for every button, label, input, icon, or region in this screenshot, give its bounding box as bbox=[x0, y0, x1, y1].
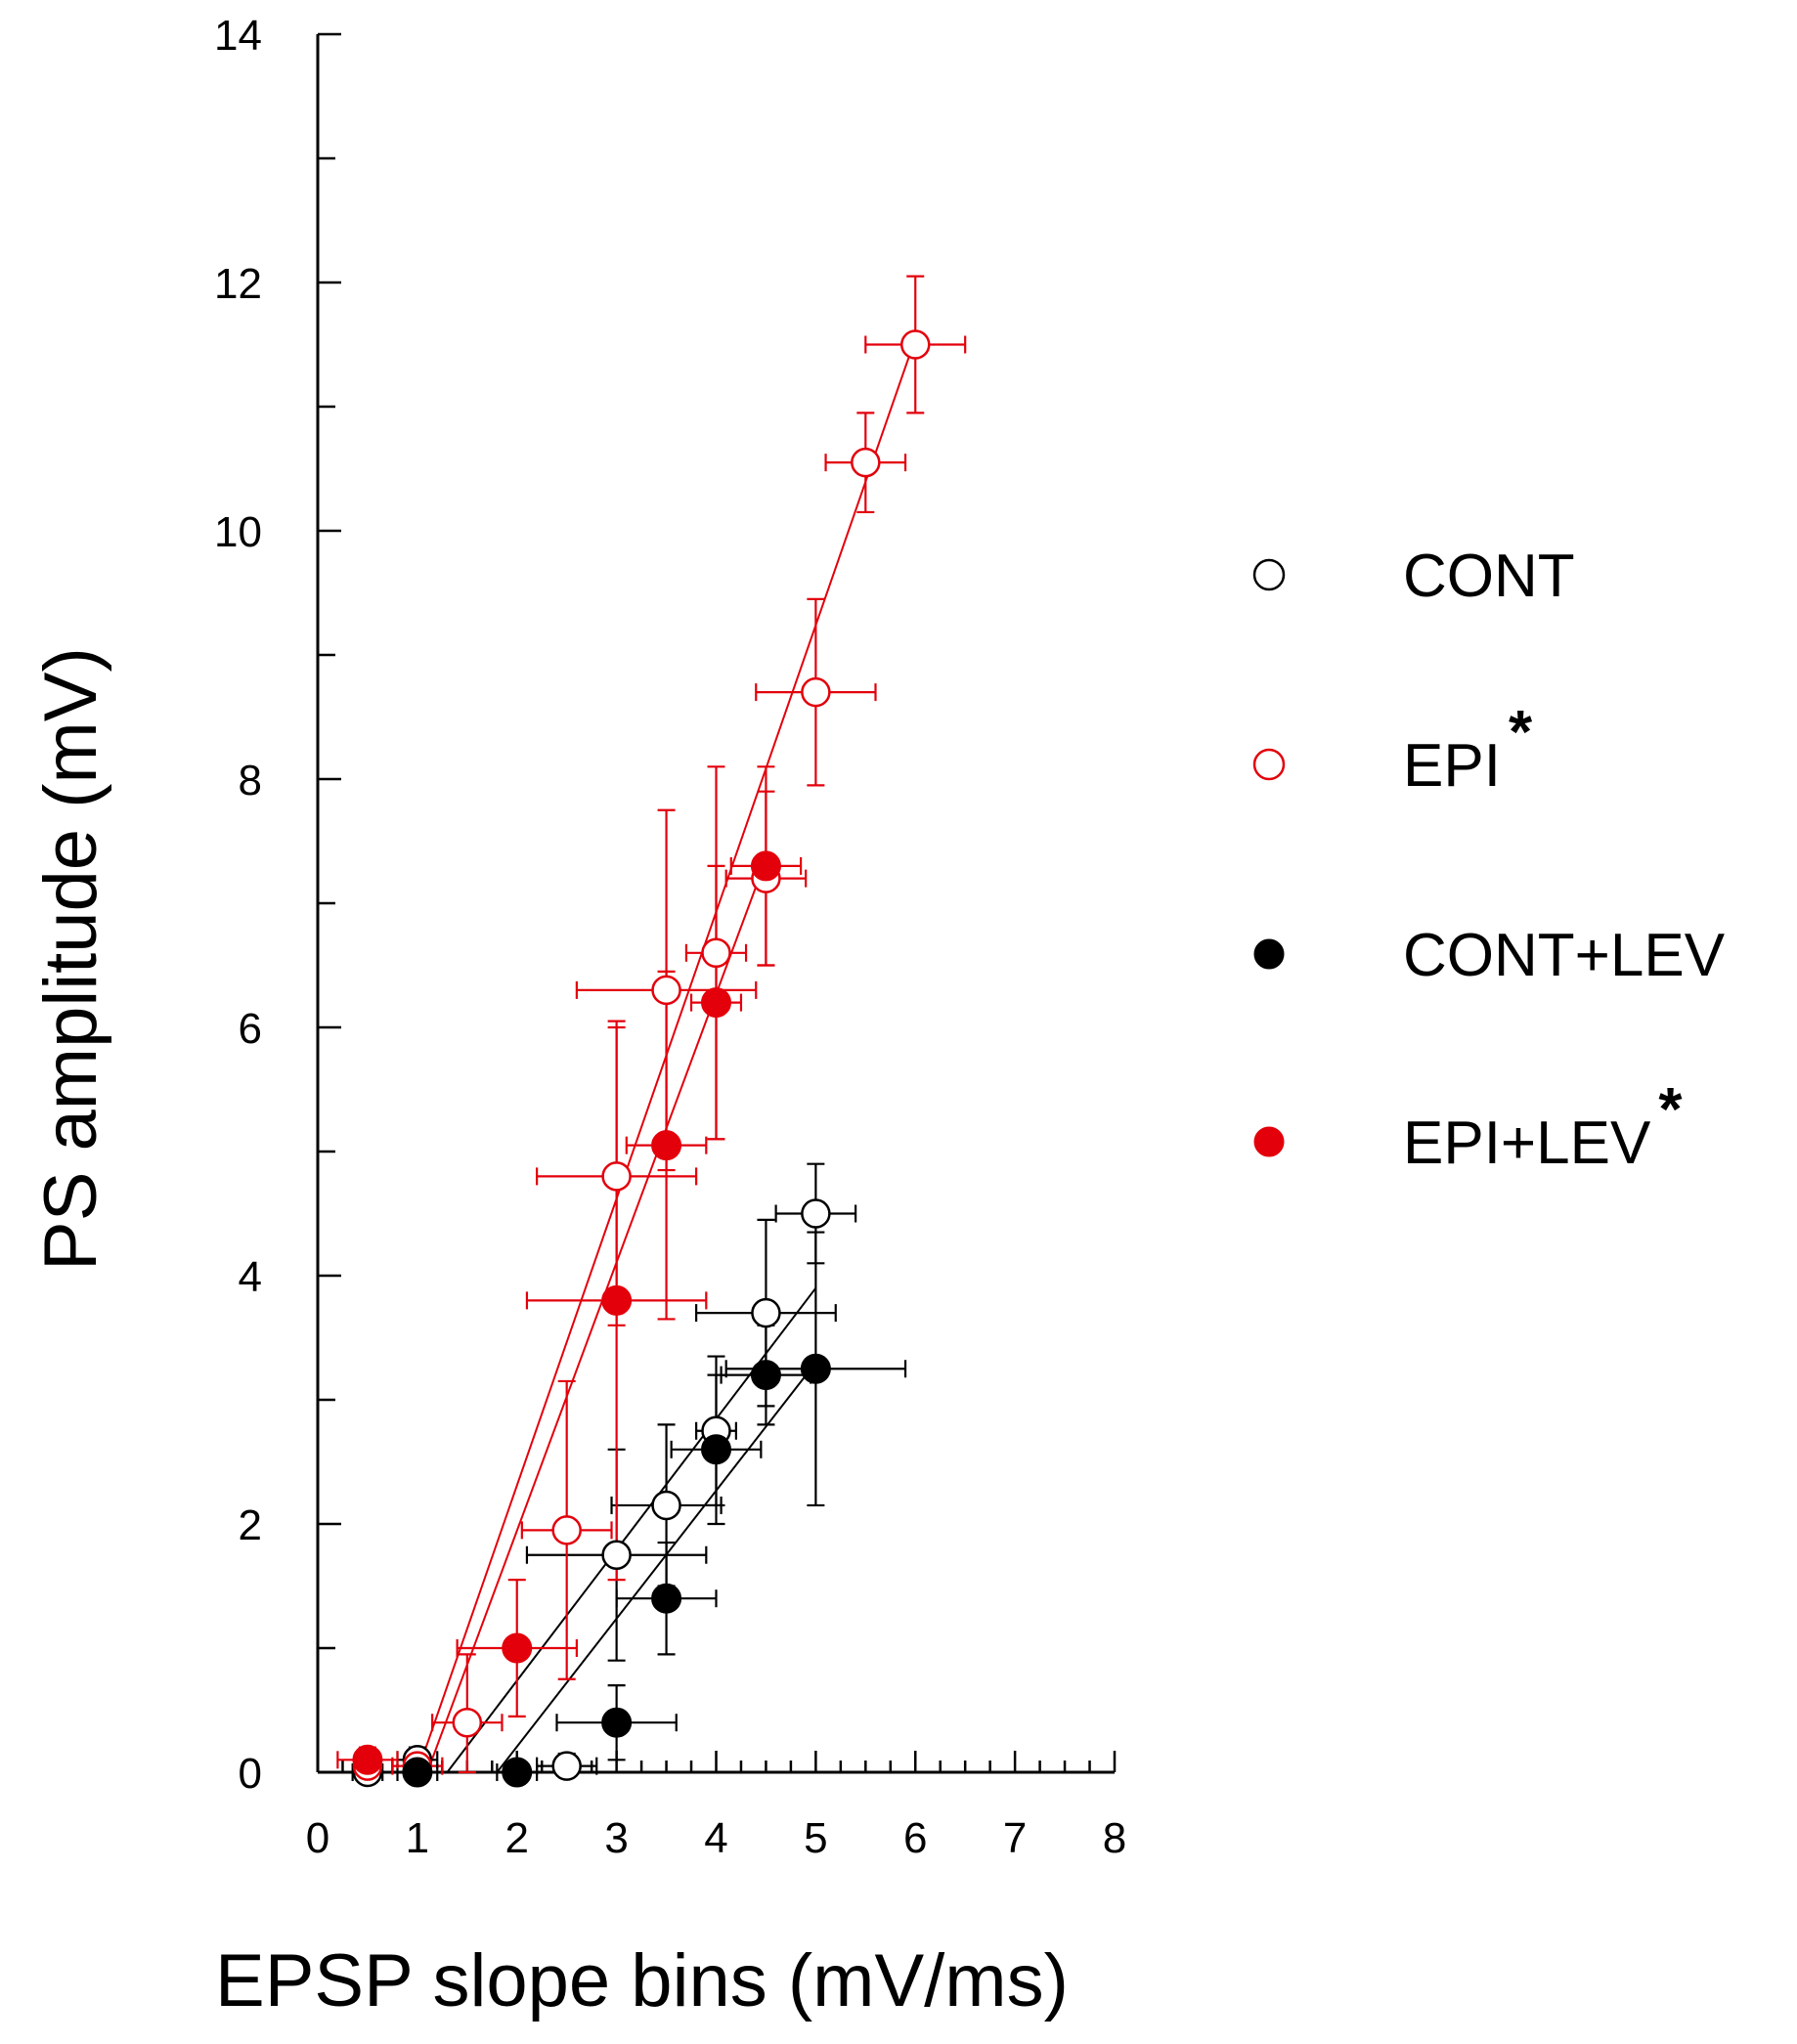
data-point bbox=[801, 1198, 831, 1229]
legend-label: CONT bbox=[1403, 543, 1575, 610]
data-point bbox=[651, 1583, 682, 1614]
legend-marker bbox=[1252, 748, 1286, 781]
legend-marker bbox=[1253, 938, 1285, 970]
x-tick-label: 8 bbox=[1103, 1814, 1126, 1862]
data-point bbox=[352, 1744, 383, 1775]
data-point bbox=[701, 987, 731, 1019]
data-point bbox=[502, 1757, 533, 1788]
x-tick-label: 3 bbox=[604, 1814, 628, 1862]
x-axis-title: EPSP slope bins (mV/ms) bbox=[215, 1939, 1069, 2022]
y-tick-label: 2 bbox=[239, 1501, 262, 1549]
x-tick-label: 1 bbox=[406, 1814, 429, 1862]
x-tick-label: 6 bbox=[903, 1814, 927, 1862]
fit-line bbox=[446, 1287, 817, 1773]
data-point bbox=[502, 1632, 533, 1664]
data-point bbox=[601, 1540, 632, 1570]
y-tick-label: 10 bbox=[214, 508, 262, 556]
data-point bbox=[551, 1751, 582, 1781]
legend-label: EPI+LEV bbox=[1403, 1109, 1651, 1177]
y-tick-label: 6 bbox=[239, 1005, 262, 1053]
x-tick-label: 4 bbox=[704, 1814, 727, 1862]
data-points bbox=[352, 329, 931, 1788]
x-tick-label: 0 bbox=[306, 1814, 329, 1862]
data-point bbox=[551, 1515, 582, 1545]
data-point bbox=[900, 329, 931, 360]
legend-asterisk: * bbox=[1509, 699, 1533, 766]
y-tick-label: 8 bbox=[239, 757, 262, 805]
data-point bbox=[651, 1490, 681, 1521]
fit-line bbox=[496, 1362, 817, 1773]
data-point bbox=[751, 1297, 781, 1328]
data-point bbox=[452, 1707, 483, 1738]
data-point bbox=[750, 1360, 781, 1391]
y-tick-label: 4 bbox=[239, 1253, 262, 1301]
data-point bbox=[801, 676, 831, 708]
legend-marker bbox=[1253, 1126, 1285, 1157]
data-point bbox=[750, 850, 781, 882]
x-tick-label: 5 bbox=[804, 1814, 827, 1862]
data-point bbox=[800, 1353, 831, 1384]
legend-asterisk: * bbox=[1658, 1076, 1683, 1144]
data-point bbox=[651, 1130, 682, 1161]
y-tick-label: 0 bbox=[239, 1750, 262, 1798]
x-tick-label: 7 bbox=[1003, 1814, 1027, 1862]
data-point bbox=[601, 1707, 633, 1738]
y-tick-label: 14 bbox=[214, 12, 262, 60]
y-tick-label: 12 bbox=[214, 260, 262, 308]
data-point bbox=[651, 975, 681, 1006]
legend-marker bbox=[1252, 558, 1286, 591]
data-point bbox=[701, 937, 731, 969]
data-point bbox=[701, 1434, 731, 1465]
data-point bbox=[402, 1757, 433, 1788]
legend-label: EPI bbox=[1403, 732, 1501, 800]
legend-label: CONT+LEV bbox=[1403, 922, 1726, 989]
error-bars bbox=[336, 275, 967, 1781]
data-point bbox=[601, 1161, 632, 1192]
y-axis-title: PS amplitude (mV) bbox=[29, 647, 112, 1271]
data-point bbox=[851, 447, 881, 478]
data-point bbox=[601, 1284, 633, 1316]
x-tick-label: 2 bbox=[505, 1814, 529, 1862]
